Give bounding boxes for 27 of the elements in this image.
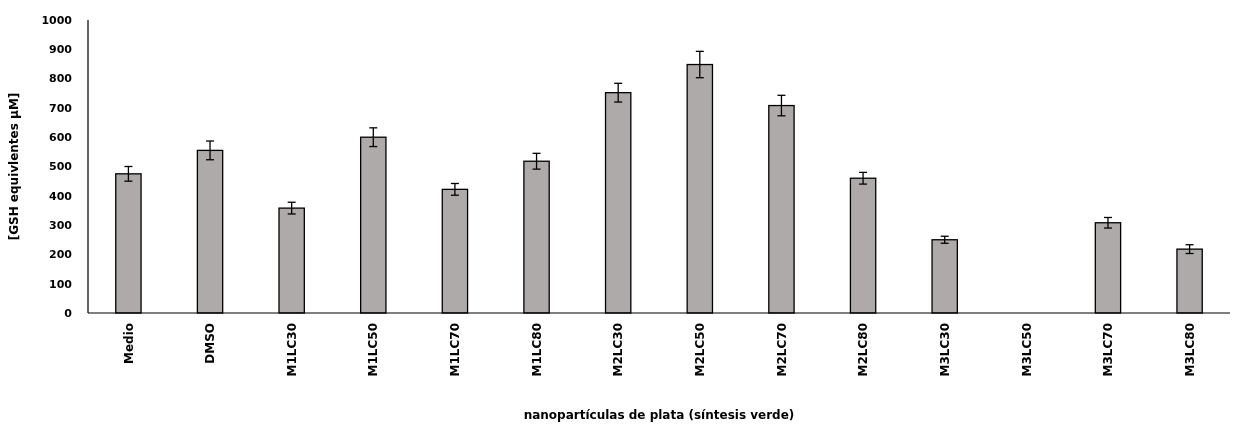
y-tick-label: 900 (49, 43, 73, 57)
x-tick-label: M1LC30 (284, 323, 299, 377)
x-tick-label: M3LC70 (1101, 323, 1116, 377)
x-tick-label: M1LC70 (448, 323, 463, 377)
x-tick-label: M1LC50 (366, 323, 381, 377)
x-tick-label: M3LC50 (1019, 323, 1034, 377)
x-tick-label: DMSO (203, 323, 218, 364)
x-tick-label: M3LC80 (1182, 323, 1197, 377)
x-tick-label: M2LC70 (774, 323, 789, 377)
x-tick-label: M2LC30 (611, 323, 626, 377)
x-tick-label: M2LC50 (693, 323, 708, 377)
y-tick-label: 700 (49, 101, 73, 115)
x-tick-label: Medio (121, 323, 136, 365)
y-tick-label: 100 (49, 277, 73, 291)
y-tick-label: 800 (49, 72, 73, 86)
x-tick-label: M1LC80 (529, 323, 544, 377)
y-tick-label: 200 (49, 248, 73, 262)
y-tick-label: 1000 (41, 13, 73, 27)
y-tick-label: 600 (49, 131, 73, 145)
x-tick-label: M2LC80 (856, 323, 871, 377)
x-axis-title: nanopartículas de plata (síntesis verde) (523, 408, 795, 422)
y-tick-label: 300 (49, 218, 73, 232)
y-tick-label: 0 (64, 306, 73, 320)
y-axis-title: [GSH equivlentes µM] (7, 92, 21, 241)
y-tick-label: 500 (49, 160, 73, 174)
y-tick-label: 400 (49, 189, 73, 203)
x-tick-label: M3LC30 (937, 323, 952, 377)
